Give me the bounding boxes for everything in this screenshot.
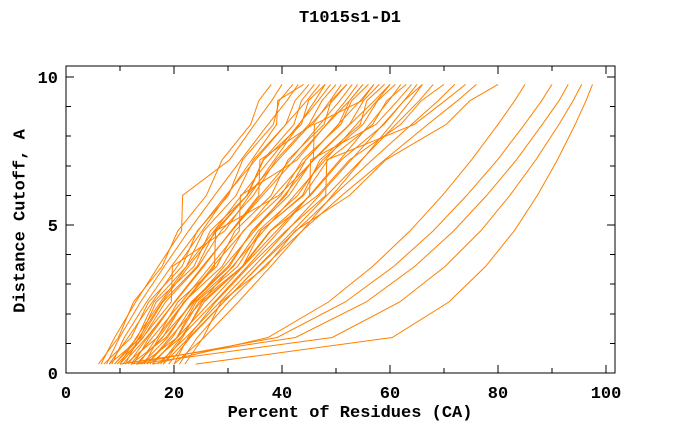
model-curve bbox=[135, 84, 375, 365]
x-tick-label: 80 bbox=[488, 385, 508, 404]
model-curve bbox=[152, 84, 412, 365]
model-curve bbox=[98, 84, 272, 365]
x-tick-label: 40 bbox=[272, 385, 292, 404]
axis-ticks bbox=[65, 66, 615, 374]
model-curve bbox=[162, 83, 445, 365]
model-curve bbox=[141, 84, 380, 365]
model-curve bbox=[100, 84, 283, 365]
x-axis-label: Percent of Residues (CA) bbox=[227, 404, 473, 423]
plot-frame bbox=[65, 65, 616, 374]
y-tick-label: 5 bbox=[48, 218, 58, 237]
y-axis-label: Distance Cutoff, A bbox=[11, 129, 31, 313]
model-curve bbox=[108, 83, 304, 365]
model-curve bbox=[124, 84, 348, 365]
x-tick-label: 20 bbox=[164, 385, 184, 404]
model-curve bbox=[195, 84, 593, 365]
curve-series bbox=[98, 83, 593, 365]
chart-title: T1015s1-D1 bbox=[298, 9, 402, 28]
model-curve bbox=[114, 84, 310, 365]
model-curve bbox=[111, 84, 321, 365]
model-curve bbox=[119, 84, 337, 365]
x-tick-label: 60 bbox=[380, 385, 400, 404]
model-curve bbox=[146, 84, 396, 365]
model-curve bbox=[152, 84, 526, 365]
model-curve bbox=[173, 84, 423, 365]
model-curve bbox=[136, 84, 583, 365]
y-tick-label: 10 bbox=[38, 70, 58, 89]
y-tick-label: 0 bbox=[48, 366, 58, 385]
model-curve bbox=[119, 84, 569, 365]
x-tick-label: 100 bbox=[591, 385, 622, 404]
model-curve bbox=[152, 84, 407, 365]
model-curve bbox=[127, 84, 353, 365]
model-curve bbox=[108, 84, 315, 365]
model-curve bbox=[173, 84, 466, 365]
model-curve bbox=[135, 84, 369, 365]
tick-labels: 0 20 40 60 80 100 0 5 10 bbox=[38, 70, 622, 404]
model-curve bbox=[143, 84, 391, 365]
model-curve bbox=[157, 84, 418, 365]
model-curve bbox=[184, 83, 499, 365]
model-curve bbox=[130, 84, 359, 365]
model-curve bbox=[138, 84, 375, 365]
x-tick-label: 0 bbox=[61, 385, 71, 404]
model-curve bbox=[133, 84, 364, 365]
model-curve bbox=[178, 84, 477, 365]
model-curve bbox=[146, 84, 391, 365]
model-curve bbox=[168, 84, 456, 365]
model-curve bbox=[119, 84, 331, 365]
model-curve bbox=[130, 84, 553, 365]
model-curve bbox=[103, 84, 294, 365]
